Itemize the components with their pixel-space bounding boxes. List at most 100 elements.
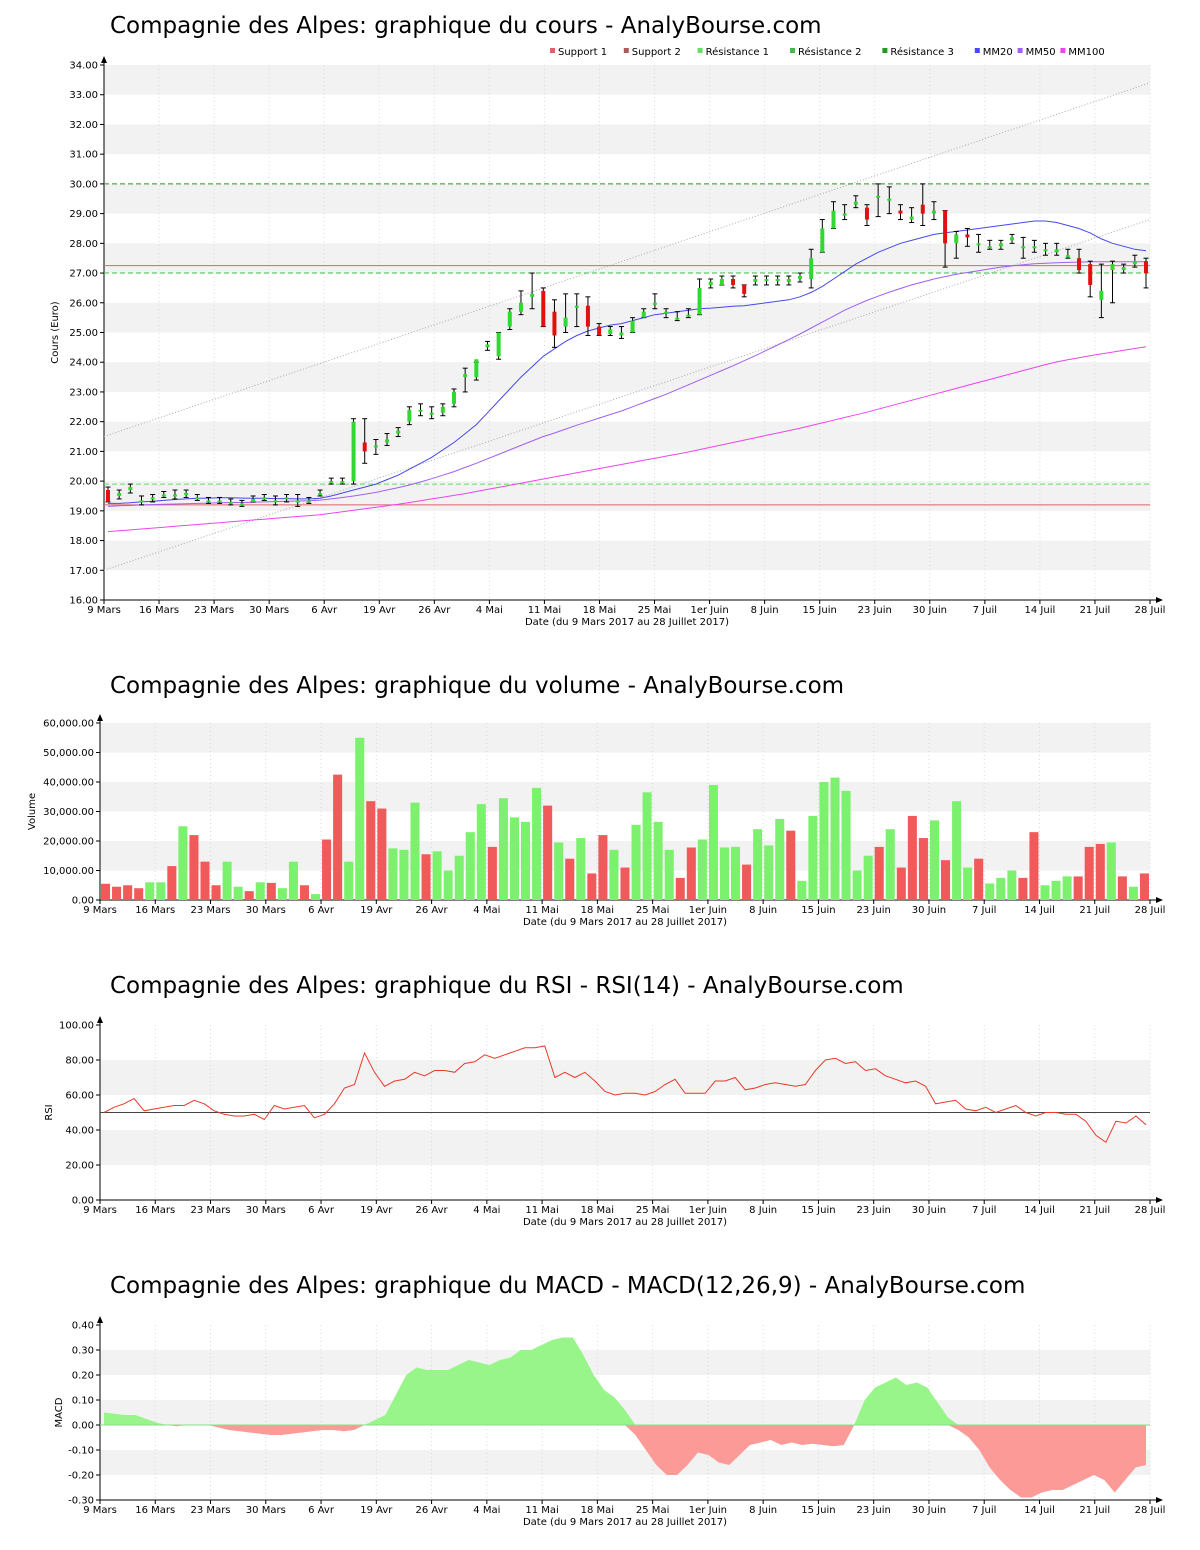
y-tick-label: 0.40 (72, 1321, 94, 1332)
volume-bar (598, 835, 608, 900)
candle-body (1121, 267, 1126, 271)
x-tick-label: 8 Juin (749, 1505, 777, 1516)
price-panel: 9 Mars 16 Mars 23 Mars 30 Mars 6 Avr 19 Avr 26… (50, 13, 1165, 628)
volume-bar (1007, 870, 1017, 900)
y-tick-label: 60,000.00 (43, 719, 94, 730)
volume-bar (819, 782, 829, 900)
x-tick-label: 18 Mai (581, 1205, 614, 1216)
candle-body (117, 493, 122, 496)
x-tick-label: 30 Juin (913, 605, 947, 616)
candle-body (1065, 255, 1070, 258)
volume-bar (1095, 843, 1105, 900)
volume-bar (333, 774, 343, 900)
x-tick-label: 28 Juil (1135, 1505, 1166, 1516)
volume-bar (211, 885, 221, 900)
volume-bar (653, 821, 663, 900)
x-tick-label: 19 Avr (363, 605, 396, 616)
legend-item: Support 2 (623, 47, 681, 58)
candle-body (798, 276, 802, 279)
volume-bar (178, 826, 188, 900)
x-tick-label: 4 Mai (473, 905, 500, 916)
legend-label: MM100 (1068, 47, 1104, 58)
candle-body (563, 317, 568, 327)
candle-body (597, 326, 602, 336)
legend-label: Résistance 3 (890, 46, 953, 58)
volume-bar (742, 864, 752, 900)
x-tick-label: 1er Juin (689, 905, 727, 916)
volume-bar (543, 805, 553, 900)
candle-body (541, 290, 546, 327)
candle-body (440, 406, 445, 413)
volume-bar (1051, 880, 1061, 900)
trend-channel-lower (103, 219, 1151, 571)
volume-bar (366, 801, 376, 900)
chart-title: Compagnie des Alpes: graphique du RSI - … (110, 973, 904, 999)
candle-body (652, 302, 657, 305)
x-tick-label: 16 Mars (135, 1205, 175, 1216)
x-tick-label: 7 Juil (972, 905, 996, 916)
y-tick-label: 20.00 (65, 1161, 94, 1172)
legend-label: Résistance 2 (798, 46, 861, 58)
x-axis-label: Date (du 9 Mars 2017 au 28 Juillet 2017) (523, 1517, 727, 1528)
volume-bar (830, 777, 840, 900)
x-tick-label: 9 Mars (87, 605, 121, 616)
y-axis-label: MACD (54, 1397, 65, 1427)
candle-body (965, 234, 970, 238)
volume-bar (918, 838, 928, 900)
legend-item: Résistance 2 (790, 46, 861, 58)
volume-bar (299, 885, 309, 900)
candle-body (574, 305, 579, 308)
candle-body (139, 500, 144, 503)
legend-item: MM100 (1060, 47, 1105, 58)
y-tick-label: -0.30 (68, 1496, 94, 1507)
x-tick-label: 23 Mars (191, 1205, 231, 1216)
grid-band (100, 723, 1150, 753)
volume-bar (399, 849, 409, 900)
x-tick-label: 18 Mai (581, 1505, 614, 1516)
y-tick-label: 30.00 (69, 179, 98, 190)
grid-band (100, 1060, 1150, 1095)
candle-body (630, 320, 635, 333)
x-tick-label: 4 Mai (473, 1505, 500, 1516)
candle-body (329, 481, 334, 484)
candle-body (262, 497, 267, 500)
legend-swatch (882, 48, 888, 53)
candle-body (306, 500, 311, 503)
candle-body (675, 317, 680, 320)
candle-body (407, 409, 412, 422)
candle-body (809, 258, 814, 279)
volume-bar (465, 832, 475, 900)
y-tick-label: 21.00 (69, 447, 98, 458)
x-tick-label: 21 Juil (1079, 1505, 1110, 1516)
legend-item: Support 1 (550, 47, 607, 58)
volume-bar (476, 804, 486, 900)
volume-bar (266, 882, 276, 900)
candle-body (1043, 249, 1048, 252)
volume-bar (620, 867, 630, 900)
volume-bar (841, 790, 851, 900)
candle-body (184, 493, 189, 495)
volume-bar (189, 835, 199, 900)
x-tick-label: 26 Avr (418, 605, 451, 616)
volume-bar (719, 847, 729, 900)
candle-body (195, 497, 200, 500)
trend-channel-upper (103, 82, 1151, 438)
volume-bar (565, 858, 575, 900)
legend-swatch (697, 48, 703, 53)
volume-bar (432, 851, 442, 900)
grid-band (104, 124, 1150, 155)
volume-bar (1029, 832, 1039, 900)
x-tick-label: 23 Mars (194, 605, 234, 616)
candle-body (295, 500, 300, 503)
candle-body (864, 207, 869, 220)
volume-bar (288, 861, 298, 900)
candle-body (764, 279, 769, 281)
candle-body (496, 332, 501, 357)
x-tick-label: 1er Juin (689, 1205, 727, 1216)
candle-body (976, 243, 981, 246)
x-tick-label: 14 Juil (1024, 905, 1055, 916)
volume-bar (145, 882, 155, 900)
candle-body (1144, 261, 1148, 274)
legend-item: Résistance 1 (697, 46, 769, 58)
